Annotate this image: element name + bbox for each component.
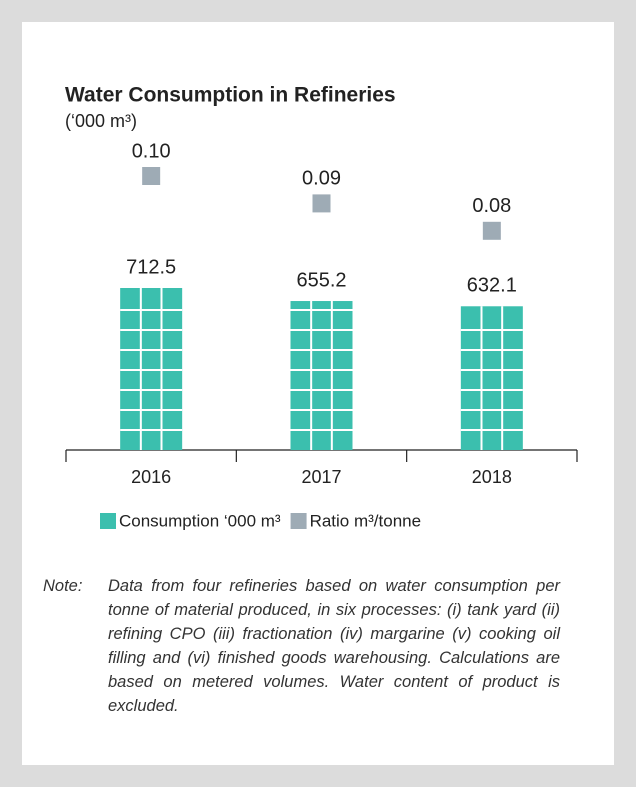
ratio-marker	[142, 167, 161, 185]
legend-label: Consumption ‘000 m³	[119, 511, 281, 530]
ratio-label: 0.09	[302, 168, 341, 190]
legend-swatch	[100, 513, 116, 529]
note-text: Data from four refineries based on water…	[108, 577, 560, 715]
ratio-label: 0.10	[132, 140, 171, 162]
x-tick-label: 2018	[472, 467, 512, 487]
ratio-label: 0.08	[472, 195, 511, 217]
note-label: Note:	[43, 577, 83, 595]
chart-subtitle: (‘000 m³)	[65, 111, 137, 131]
value-label: 655.2	[296, 269, 346, 291]
ratio-marker	[482, 221, 501, 240]
ratio-marker	[312, 194, 331, 213]
x-tick-label: 2016	[131, 467, 171, 487]
note: Note: Data from four refineries based on …	[43, 574, 560, 718]
chart-title: Water Consumption in Refineries	[65, 84, 396, 107]
bar	[460, 306, 523, 450]
legend-swatch	[290, 513, 307, 529]
bar	[290, 301, 353, 450]
legend-label: Ratio m³/tonne	[310, 511, 422, 530]
value-label: 712.5	[126, 256, 176, 278]
x-tick-label: 2017	[301, 467, 341, 487]
value-label: 632.1	[467, 275, 517, 297]
